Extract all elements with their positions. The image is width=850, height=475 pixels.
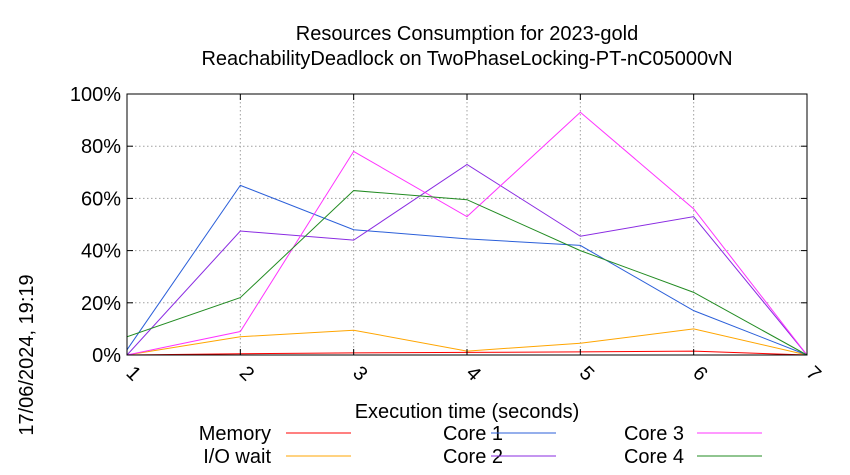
legend-label: Core 1 [443,423,503,445]
series-line-core-3 [126,111,808,356]
chart-title-line-2: ReachabilityDeadlock on TwoPhaseLocking-… [201,48,732,70]
y-tick-label: 100% [70,84,121,106]
legend-label: Memory [199,423,271,445]
x-tick-label: 4 [462,362,485,385]
x-tick-label: 7 [802,362,825,385]
series-line-core-1 [126,184,808,356]
series-line-core-2 [126,163,808,356]
legend-label: Core 2 [443,446,503,468]
x-tick-label: 1 [122,362,145,385]
y-axis-ticks: 0% 20% 40% 60% 80% 100% [70,84,807,367]
legend-label: Core 4 [624,446,684,468]
x-tick-label: 5 [575,362,598,385]
legend-label: Core 3 [624,423,684,445]
x-tick-label: 3 [348,362,371,385]
x-axis-ticks: 1 2 3 4 5 6 7 [122,94,825,385]
x-tick-label: 6 [688,362,711,385]
plot-frame [126,93,808,356]
x-axis-label: Execution time (seconds) [355,401,580,423]
x-tick-label: 2 [235,362,258,385]
y-tick-label: 60% [81,188,121,210]
timestamp-label: 17/06/2024, 19:19 [16,274,38,435]
y-tick-label: 20% [81,293,121,315]
y-tick-label: 0% [92,345,121,367]
legend-label: I/O wait [203,446,271,468]
grid [126,93,808,356]
series-line-core-4 [126,190,808,356]
y-tick-label: 80% [81,136,121,158]
y-tick-label: 40% [81,241,121,263]
chart-title-line-1: Resources Consumption for 2023-gold [296,23,638,45]
